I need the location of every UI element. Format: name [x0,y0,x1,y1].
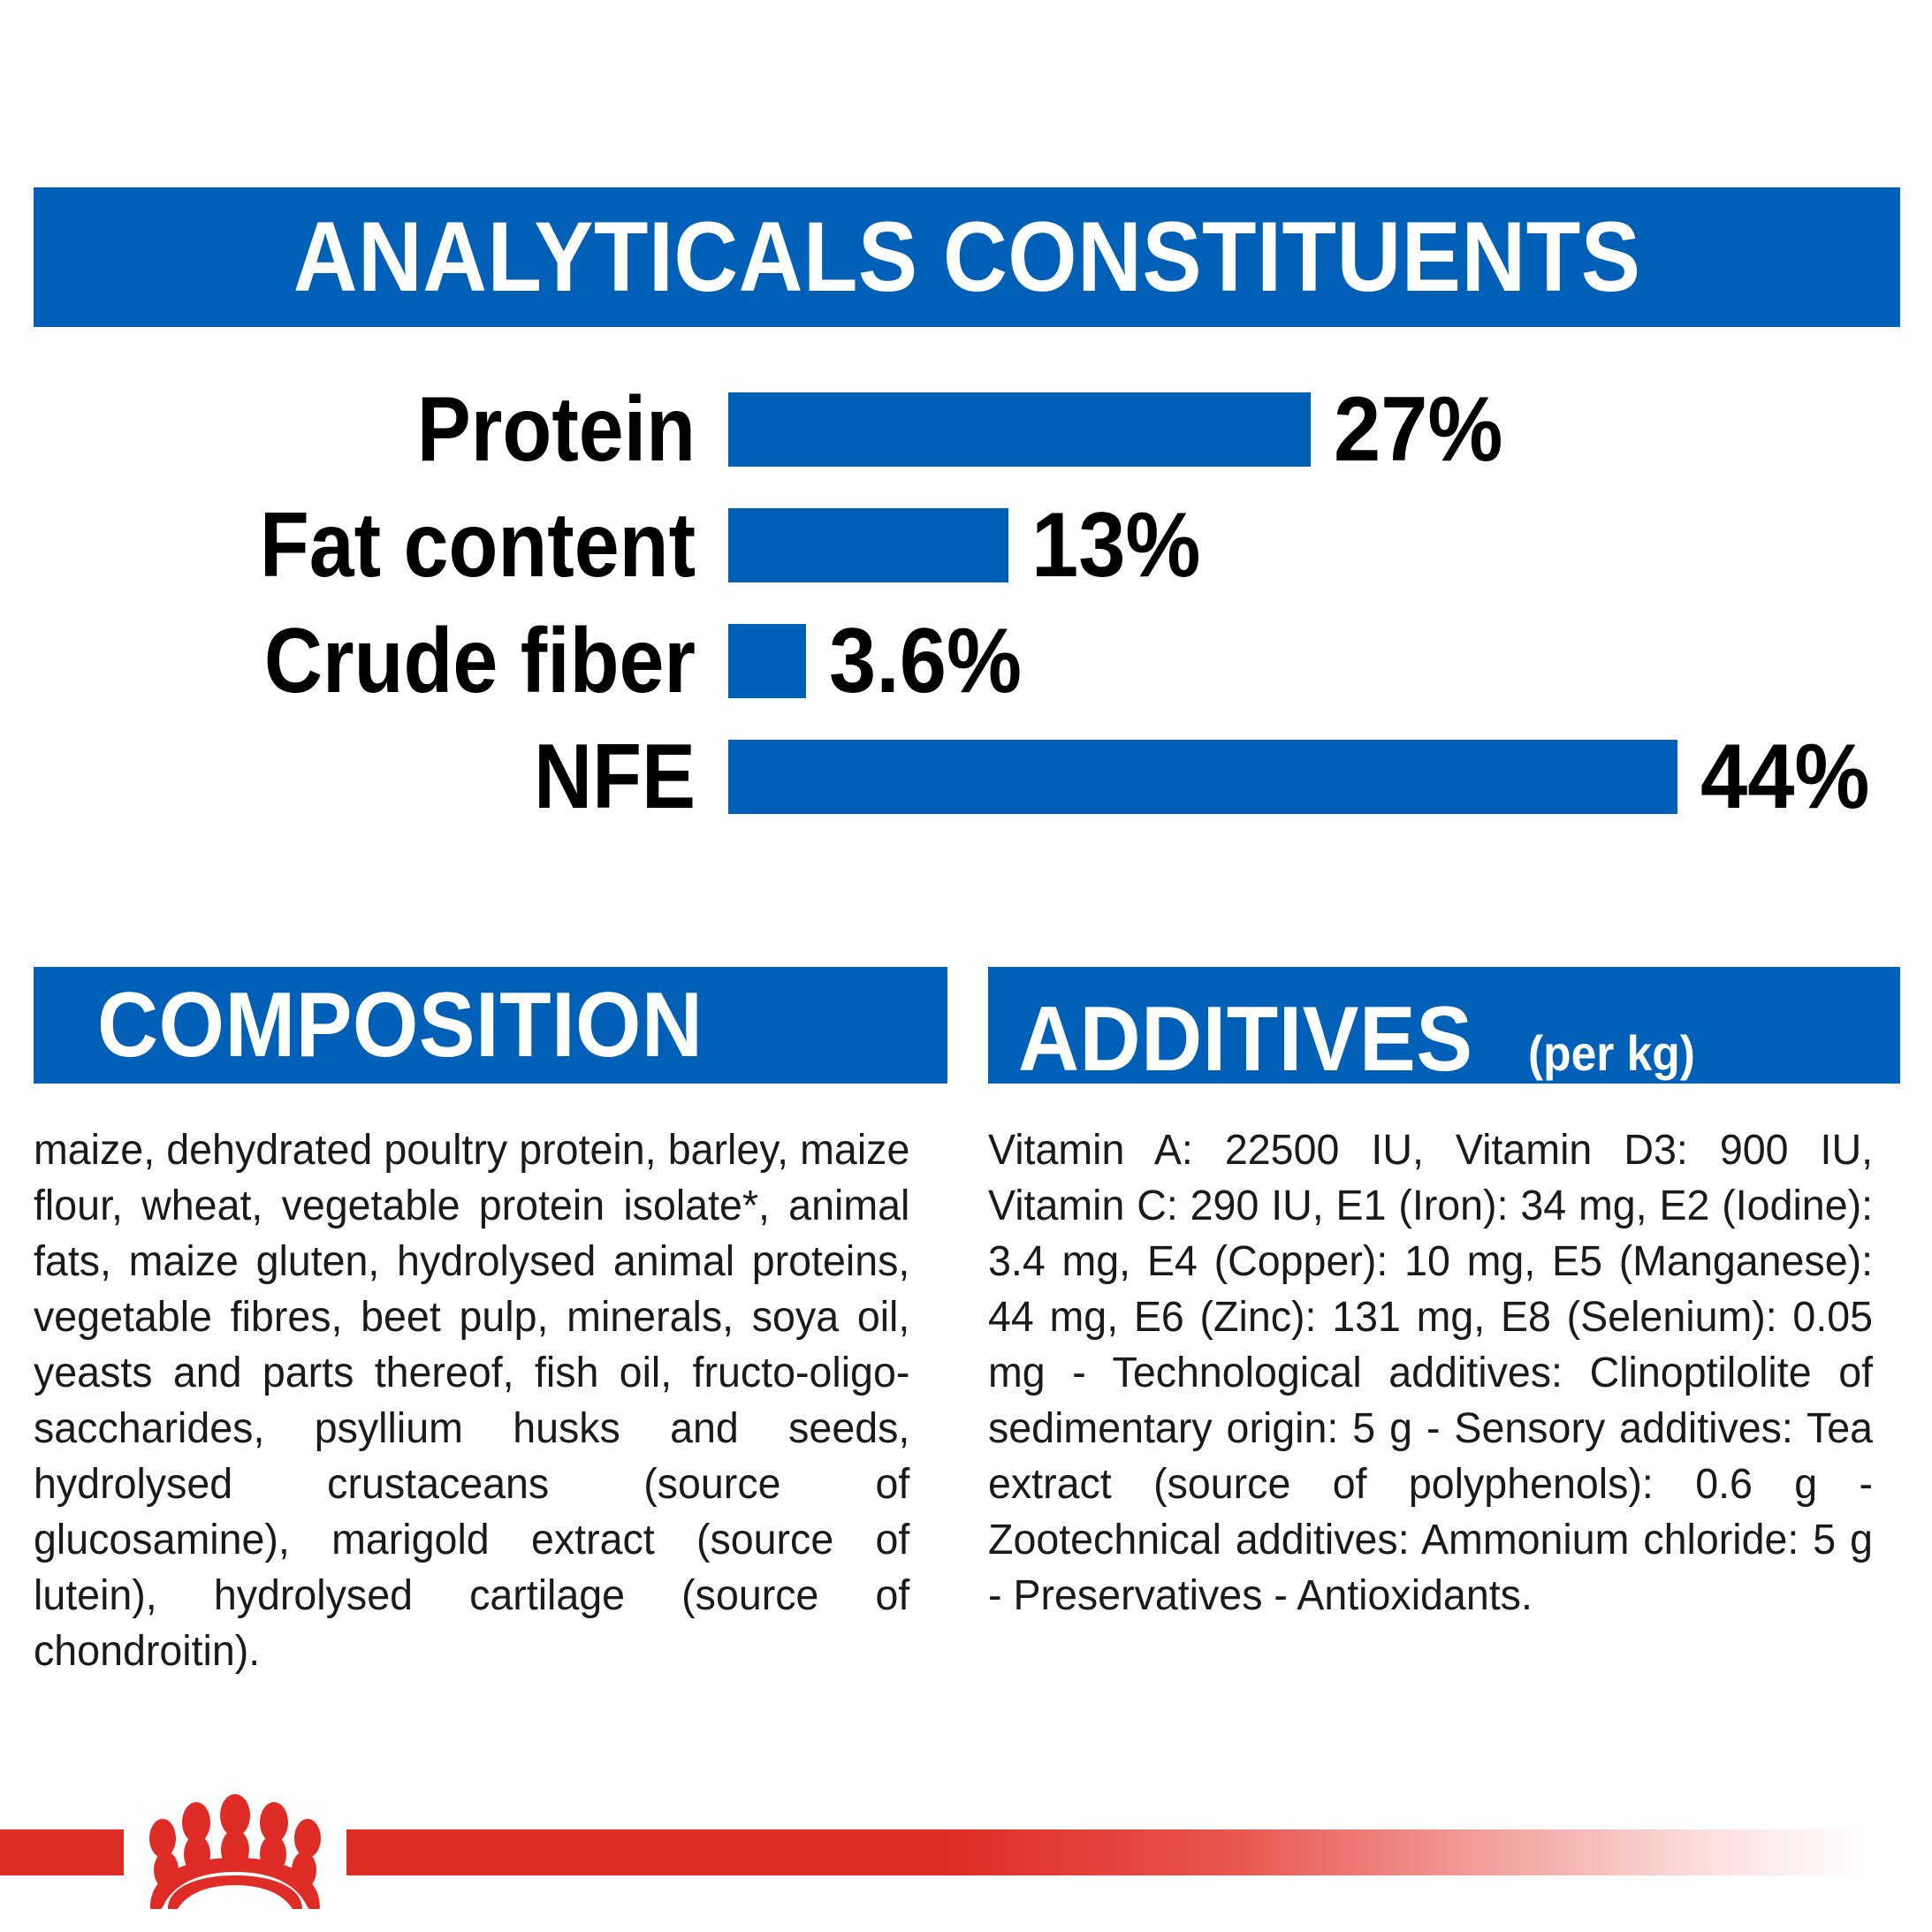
royal-canin-crown-icon [149,1794,321,1909]
composition-title: COMPOSITION [97,974,704,1076]
bar-label-protein: Protein [416,377,696,481]
bar-fill-crude-fiber [728,623,806,698]
bar-fill-nfe [728,739,1677,814]
bar-label-nfe: NFE [534,725,696,828]
analyticals-bar-chart: Protein 27% Fat content 13% Crude fiber … [0,371,1932,834]
footer [0,1794,1932,1932]
bar-fill-protein [728,392,1312,467]
analyticals-constituents-header: ANALYTICALS CONSTITUENTS [34,187,1900,327]
analyticals-constituents-title: ANALYTICALS CONSTITUENTS [293,202,1641,312]
bar-row-crude-fiber: Crude fiber 3.6% [0,603,1932,719]
bar-fill-fat-content [728,507,1009,582]
bar-row-nfe: NFE 44% [0,719,1932,834]
footer-stripe-right [346,1829,1932,1875]
bar-value-fat-content: 13% [1031,493,1201,597]
bar-label-fat-content: Fat content [259,493,696,597]
additives-header: ADDITIVES (per kg) [988,967,1900,1091]
bar-track-protein: 27% [728,384,1932,475]
additives-body-text: Vitamin A: 22500 IU, Vitamin D3: 900 IU,… [988,1127,1874,1619]
bar-value-protein: 27% [1334,377,1503,481]
footer-stripe-left [0,1829,124,1875]
bar-track-nfe: 44% [728,731,1932,823]
bar-row-protein: Protein 27% [0,371,1932,487]
bar-track-fat-content: 13% [728,499,1932,591]
bar-value-crude-fiber: 3.6% [828,609,1022,712]
additives-subtitle: (per kg) [1528,1025,1696,1081]
bar-track-crude-fiber: 3.6% [728,615,1932,707]
additives-title: ADDITIVES [1018,988,1473,1091]
bar-value-nfe: 44% [1700,725,1870,828]
bar-label-crude-fiber: Crude fiber [263,609,696,712]
composition-header: COMPOSITION [34,967,947,1084]
composition-body-text: maize, dehydrated poultry protein, barle… [34,1127,910,1675]
bar-row-fat-content: Fat content 13% [0,487,1932,603]
